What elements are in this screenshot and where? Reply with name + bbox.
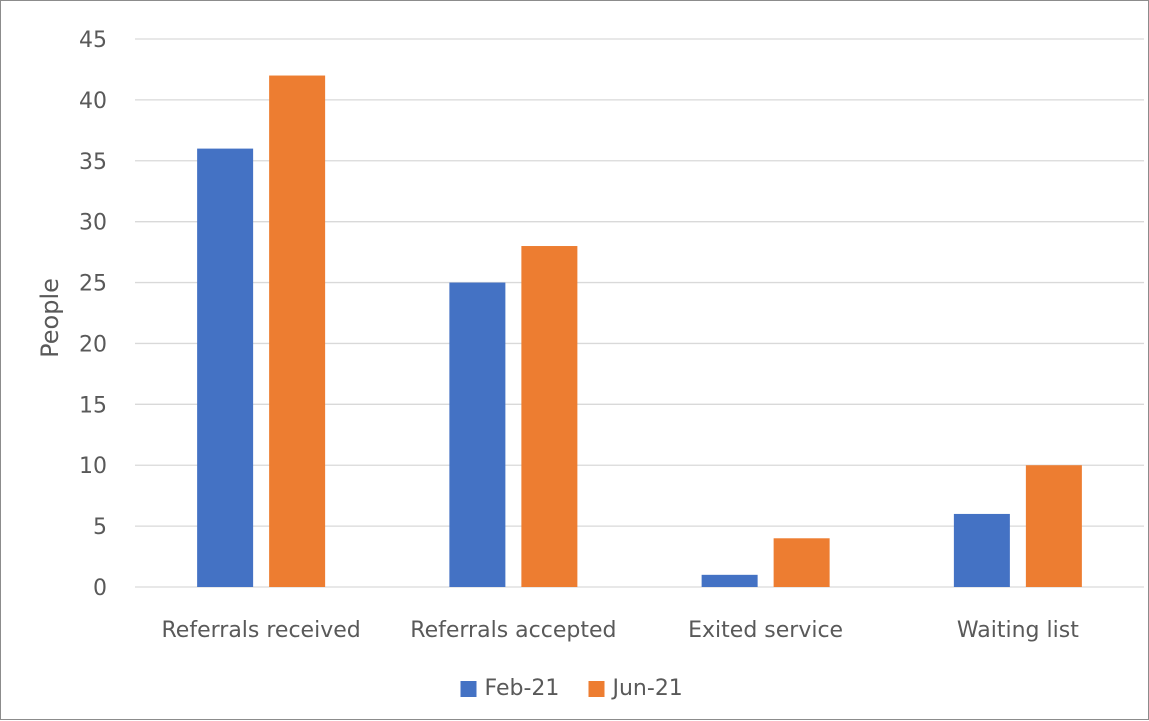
x-category-label: Exited service — [688, 618, 843, 643]
legend-swatch — [460, 681, 477, 697]
legend: Feb-21 Jun-21 — [460, 676, 683, 701]
y-tick-label: 15 — [79, 393, 107, 418]
y-tick-label: 10 — [79, 454, 107, 479]
x-category-label: Referrals accepted — [410, 618, 616, 643]
bar-jun-21-referrals-received — [269, 75, 326, 588]
bar-jun-21-referrals-accepted — [521, 246, 578, 587]
y-axis-title: People — [36, 278, 64, 358]
y-tick-label: 5 — [93, 515, 107, 540]
y-tick-label: 20 — [79, 332, 107, 357]
bars — [197, 75, 1082, 588]
y-tick-label: 30 — [79, 211, 107, 236]
x-axis-categories: Referrals received Referrals accepted Exit… — [162, 618, 1080, 643]
y-tick-label: 25 — [79, 272, 107, 297]
y-axis-ticks: 0 5 10 15 20 25 30 35 40 45 — [79, 28, 107, 601]
y-tick-label: 0 — [93, 576, 107, 601]
bar-feb-21-referrals-received — [197, 148, 254, 587]
y-tick-label: 35 — [79, 150, 107, 175]
bar-feb-21-waiting-list — [953, 513, 1010, 587]
bar-jun-21-exited-service — [773, 538, 830, 587]
legend-label: Jun-21 — [611, 676, 683, 701]
bar-feb-21-exited-service — [701, 574, 758, 587]
bar-jun-21-waiting-list — [1025, 465, 1082, 587]
legend-item: Jun-21 — [588, 676, 683, 701]
y-tick-label: 40 — [79, 89, 107, 114]
legend-swatch — [588, 681, 605, 697]
y-tick-label: 45 — [79, 28, 107, 53]
x-category-label: Referrals received — [162, 618, 361, 643]
x-category-label: Waiting list — [957, 618, 1079, 643]
legend-label: Feb-21 — [485, 676, 560, 701]
bar-feb-21-referrals-accepted — [449, 282, 506, 587]
legend-item: Feb-21 — [460, 676, 560, 701]
